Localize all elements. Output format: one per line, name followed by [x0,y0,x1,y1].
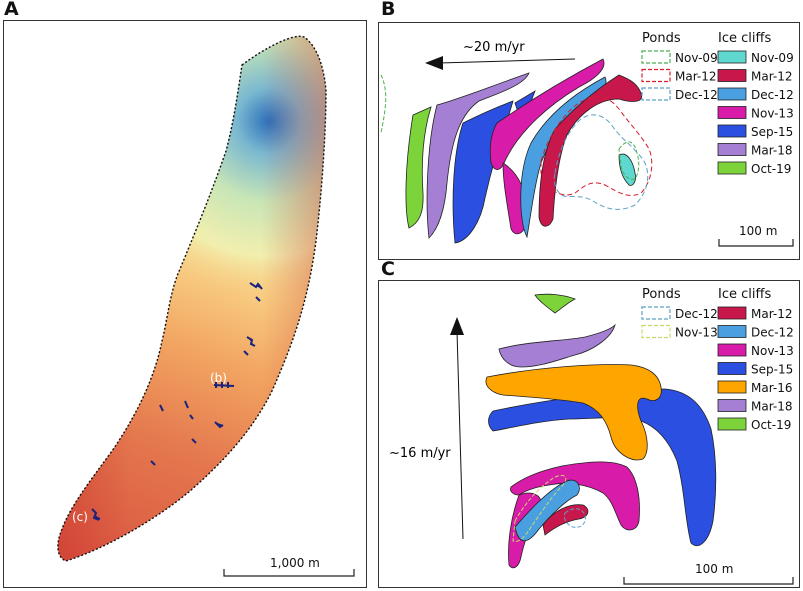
cliff-sep-15 [488,388,717,547]
flow-label: ~20 m/yr [463,40,525,55]
legend-cliff-label: Sep-15 [751,363,793,377]
legend-cliff-swatch [717,417,747,431]
legend-cliff-swatch [717,380,747,394]
legend-cliff-label: Oct-19 [751,162,791,176]
cliff-mar-12 [538,74,643,227]
legend-cliff-label: Mar-18 [751,144,792,158]
cliff-nov-13 [510,461,640,531]
legend-cliff-swatch [717,124,747,138]
legend-cliff-label: Dec-12 [751,326,794,340]
glacier-map: (b) (c) 1,000 m [57,35,355,577]
legend-pond-label: Dec-12 [675,307,718,321]
legend-b: Ponds Ice cliffs Nov-09 Mar-12 Dec-12 Nov-0… [641,31,794,176]
legend-cliff-swatch [717,50,747,64]
legend-cliffs-title: Ice cliffs [718,31,771,46]
annotation-b: (b) [210,371,227,385]
legend-c: Ponds Ice cliffs Dec-12 Nov-13 Mar-12 Dec-1… [641,287,794,432]
legend-cliff-label: Nov-13 [751,344,794,358]
legend-pond-label: Nov-13 [675,326,718,340]
legend-pond-swatch [641,68,671,83]
legend-pond-swatch [641,50,671,64]
legend-pond-label: Mar-12 [675,70,716,84]
legend-cliff-label: Nov-13 [751,107,794,121]
legend-cliff-swatch [717,399,747,412]
legend-cliff-label: Sep-15 [751,125,793,139]
pond-dec-12 [564,508,586,528]
scale-bar-label: 100 m [695,562,733,576]
flow-label: ~16 m/yr [389,446,451,461]
cliff-nov-13 [489,58,605,170]
legend-pond-swatch [641,324,671,339]
legend-cliff-label: Mar-12 [751,307,792,321]
legend-pond-label: Dec-12 [675,88,718,102]
cliff-mar-18 [426,72,530,239]
legend-cliff-swatch [717,343,747,357]
panel-b-map: ~20 m/yr Ponds Ice cliffs Nov-09 Mar-12 De… [380,31,794,247]
pond-nov-09 [618,141,640,180]
legend-ponds-title: Ponds [642,287,681,302]
pond-nov-13 [512,474,567,542]
scale-bar-label: 1,000 m [270,556,320,570]
annotation-c: (c) [72,510,88,524]
legend-cliff-swatch [717,325,747,338]
glacier-outline [57,35,327,562]
ice-cliff-markers [91,282,263,521]
legend-cliff-swatch [717,161,747,175]
legend-cliff-swatch [717,87,747,101]
panel-c-map: ~16 m/yr Ponds Ice cliffs Dec-12 Nov-13 Ma… [389,287,794,585]
pond-dec-12 [553,114,649,210]
legend-cliffs-title: Ice cliffs [718,287,771,302]
scale-bar-label: 100 m [739,224,777,238]
legend-cliff-swatch [717,106,747,119]
cliff-oct-19 [534,293,576,314]
panel-a: (b) (c) 1,000 m [3,20,367,588]
legend-cliff-label: Oct-19 [751,418,791,432]
cliff-mar-18 [498,323,616,368]
scale-bar [623,577,794,585]
scale-bar [718,239,794,247]
flow-arrow [425,56,576,70]
legend-cliff-swatch [717,143,747,156]
legend-cliff-swatch [717,362,747,375]
cliff-nov-09 [618,153,636,186]
legend-pond-label: Nov-09 [675,51,718,65]
cliff-oct-19 [405,106,432,229]
legend-cliff-swatch [717,306,747,320]
legend-cliff-label: Mar-12 [751,70,792,84]
legend-cliff-label: Mar-16 [751,381,792,395]
cliff-dec-12 [514,479,580,542]
legend-pond-swatch [641,87,671,101]
panel-a-label: A [4,0,19,20]
legend-cliff-swatch [717,69,747,82]
panel-c-label: C [381,258,395,280]
legend-cliff-label: Mar-18 [751,400,792,414]
flow-arrow [450,317,464,540]
scale-bar [223,569,355,577]
cliff-mar-16 [485,364,662,461]
legend-cliff-label: Nov-09 [751,51,794,65]
legend-cliff-label: Dec-12 [751,88,794,102]
panel-c: ~16 m/yr Ponds Ice cliffs Dec-12 Nov-13 Ma… [378,280,800,588]
legend-pond-swatch [641,306,671,320]
panel-b-label: B [381,0,396,20]
panel-b: ~20 m/yr Ponds Ice cliffs Nov-09 Mar-12 De… [378,22,800,260]
legend-ponds-title: Ponds [642,31,681,46]
pond-mar-12 [540,96,653,196]
